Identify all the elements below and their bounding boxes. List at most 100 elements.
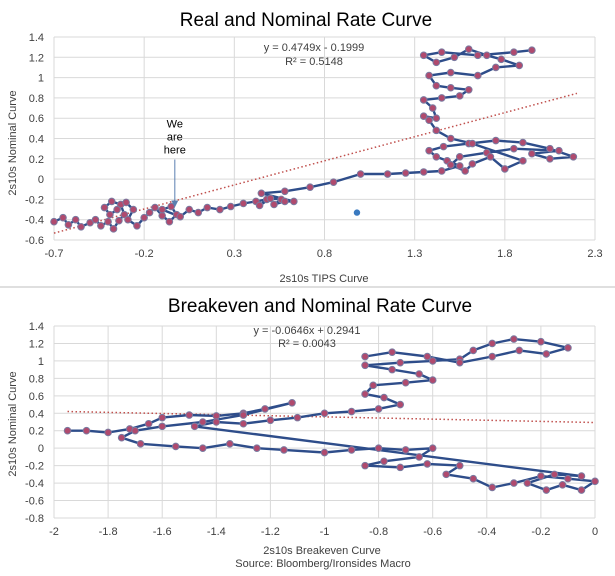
chart2-data-point — [577, 472, 586, 480]
chart2-data-point — [510, 479, 518, 487]
chart1-data-point — [425, 146, 433, 155]
chart1-data-point — [492, 136, 500, 145]
chart1-data-point — [383, 170, 392, 178]
chart2-data-point — [190, 422, 199, 431]
chart1-data-point — [77, 223, 85, 231]
chart2-x-tick-label: -0.8 — [369, 526, 388, 538]
chart2-y-tick-label: 0.8 — [29, 373, 44, 385]
chart1-x-tick-label: -0.2 — [135, 248, 154, 260]
chart1-data-point — [446, 134, 455, 143]
chart1-data-point — [437, 167, 446, 175]
chart1-data-point — [306, 183, 314, 192]
chart2-data-point — [388, 348, 396, 356]
chart2-data-point — [591, 477, 599, 486]
chart1-y-tick-label: 0.4 — [29, 134, 44, 146]
chart1-annotation-arrowhead — [171, 200, 179, 208]
chart2-data-point — [469, 474, 478, 483]
chart2-x-tick-label: -0.2 — [531, 526, 550, 538]
chart1-data-point — [257, 189, 266, 198]
chart1-annotation-text: are — [167, 132, 183, 144]
chart2-data-point — [428, 376, 437, 384]
chart1-x-tick-label: 2.3 — [587, 248, 602, 260]
chart2-data-point — [523, 479, 532, 487]
chart-real-nominal: Real and Nominal Rate Curve -0.7 -0.2 0.3 0… — [7, 10, 603, 285]
chart2-data-point — [104, 428, 112, 437]
chart2-y-tick-label: 1 — [38, 356, 44, 368]
chart2-data-point — [320, 448, 329, 457]
chart1-data-point — [290, 197, 298, 206]
chart2-data-point — [361, 361, 369, 370]
chart1-data-point — [419, 51, 428, 60]
chart2-data-point — [239, 411, 248, 419]
chart1-data-point — [510, 48, 518, 57]
chart1-data-point — [425, 116, 433, 125]
chart2-data-point — [488, 352, 497, 361]
chart2-data-point — [396, 358, 405, 367]
chart2-data-point — [455, 358, 464, 367]
chart2-x-tick-label: -0.6 — [423, 526, 442, 538]
chart1-data-point — [446, 68, 455, 77]
chart1-data-point — [97, 221, 105, 230]
chart1-y-tick-label: 1.2 — [29, 52, 44, 64]
chart-breakeven-nominal: Breakeven and Nominal Rate Curve -2 -1.8-… — [7, 296, 599, 557]
chart2-data-point — [415, 453, 423, 461]
chart2-data-point — [374, 405, 383, 413]
chart2-data-point — [226, 440, 234, 448]
chart1-x-tick-label: 1.3 — [407, 248, 422, 260]
chart1-data-point — [91, 215, 100, 224]
chart1-data-point — [329, 178, 338, 186]
chart1-data-point — [515, 61, 524, 70]
chart1-data-point — [176, 212, 185, 221]
chart2-y-axis-label: 2s10s Nominal Curve — [7, 371, 19, 476]
chart1-data-point — [432, 114, 441, 122]
chart1-data-point — [255, 201, 264, 210]
chart2-data-point — [82, 426, 91, 435]
chart1-title: Real and Nominal Rate Curve — [180, 10, 432, 31]
chart1-data-point — [519, 157, 527, 165]
chart1-data-point — [455, 92, 464, 100]
chart2-data-point — [158, 422, 166, 431]
chart2-y-tick-label: 0.2 — [29, 426, 44, 438]
chart2-data-point — [266, 416, 275, 425]
chart2-tick-labels: -2 -1.8 -1.6 -1.4 -1.2 -1 -0.8 -0.6 -0.4 -0.2 0 -0.… — [25, 321, 598, 538]
chart2-gridlines — [53, 325, 596, 519]
chart1-y-tick-label: -0.6 — [25, 235, 44, 247]
chart2-x-tick-label: -1.8 — [99, 526, 118, 538]
chart1-tick-labels: -0.7 -0.2 0.3 0.8 1.3 1.8 2.3 -0.6 -0.4 -0.2 0 0.2 0… — [25, 32, 603, 260]
chart2-data-point — [171, 442, 180, 451]
chart1-data-point — [226, 202, 235, 211]
chart1-data-point — [71, 215, 80, 224]
chart1-data-point — [473, 51, 482, 60]
chart2-x-tick-label: -2 — [49, 526, 59, 538]
chart1-data-point — [428, 104, 437, 112]
chart1-data-point — [510, 144, 518, 153]
chart2-y-tick-label: 0 — [38, 443, 44, 455]
chart2-data-point — [369, 381, 377, 390]
chart2-data-point — [515, 346, 524, 355]
chart2-data-point — [380, 393, 388, 402]
chart1-y-tick-label: 0.8 — [29, 93, 44, 105]
chart1-data-point — [129, 205, 138, 214]
chart1-x-tick-label: 0.8 — [317, 248, 332, 260]
chart1-gridlines — [53, 36, 596, 241]
chart2-data-point — [239, 419, 248, 428]
chart2-y-tick-label: 1.2 — [29, 338, 44, 350]
chart1-data-point — [281, 187, 289, 196]
chart1-y-tick-label: -0.2 — [25, 194, 44, 206]
chart1-data-point — [120, 210, 129, 219]
chart1-annotation-text: We — [167, 119, 183, 131]
chart1-data-point — [501, 165, 509, 173]
chart1-data-point — [446, 161, 455, 169]
chart1-data-point — [185, 205, 194, 214]
chart1-data-point — [122, 198, 130, 207]
chart1-y-tick-label: -0.4 — [25, 215, 44, 227]
chart1-data-point — [492, 63, 500, 72]
chart1-x-tick-label: -0.7 — [45, 248, 64, 260]
chart1-data-point — [419, 96, 428, 104]
chart2-data-point — [396, 400, 405, 409]
chart1-data-point — [473, 71, 482, 80]
chart2-data-point — [537, 472, 545, 480]
chart2-data-point — [488, 339, 497, 348]
chart1-data-point — [356, 170, 365, 178]
